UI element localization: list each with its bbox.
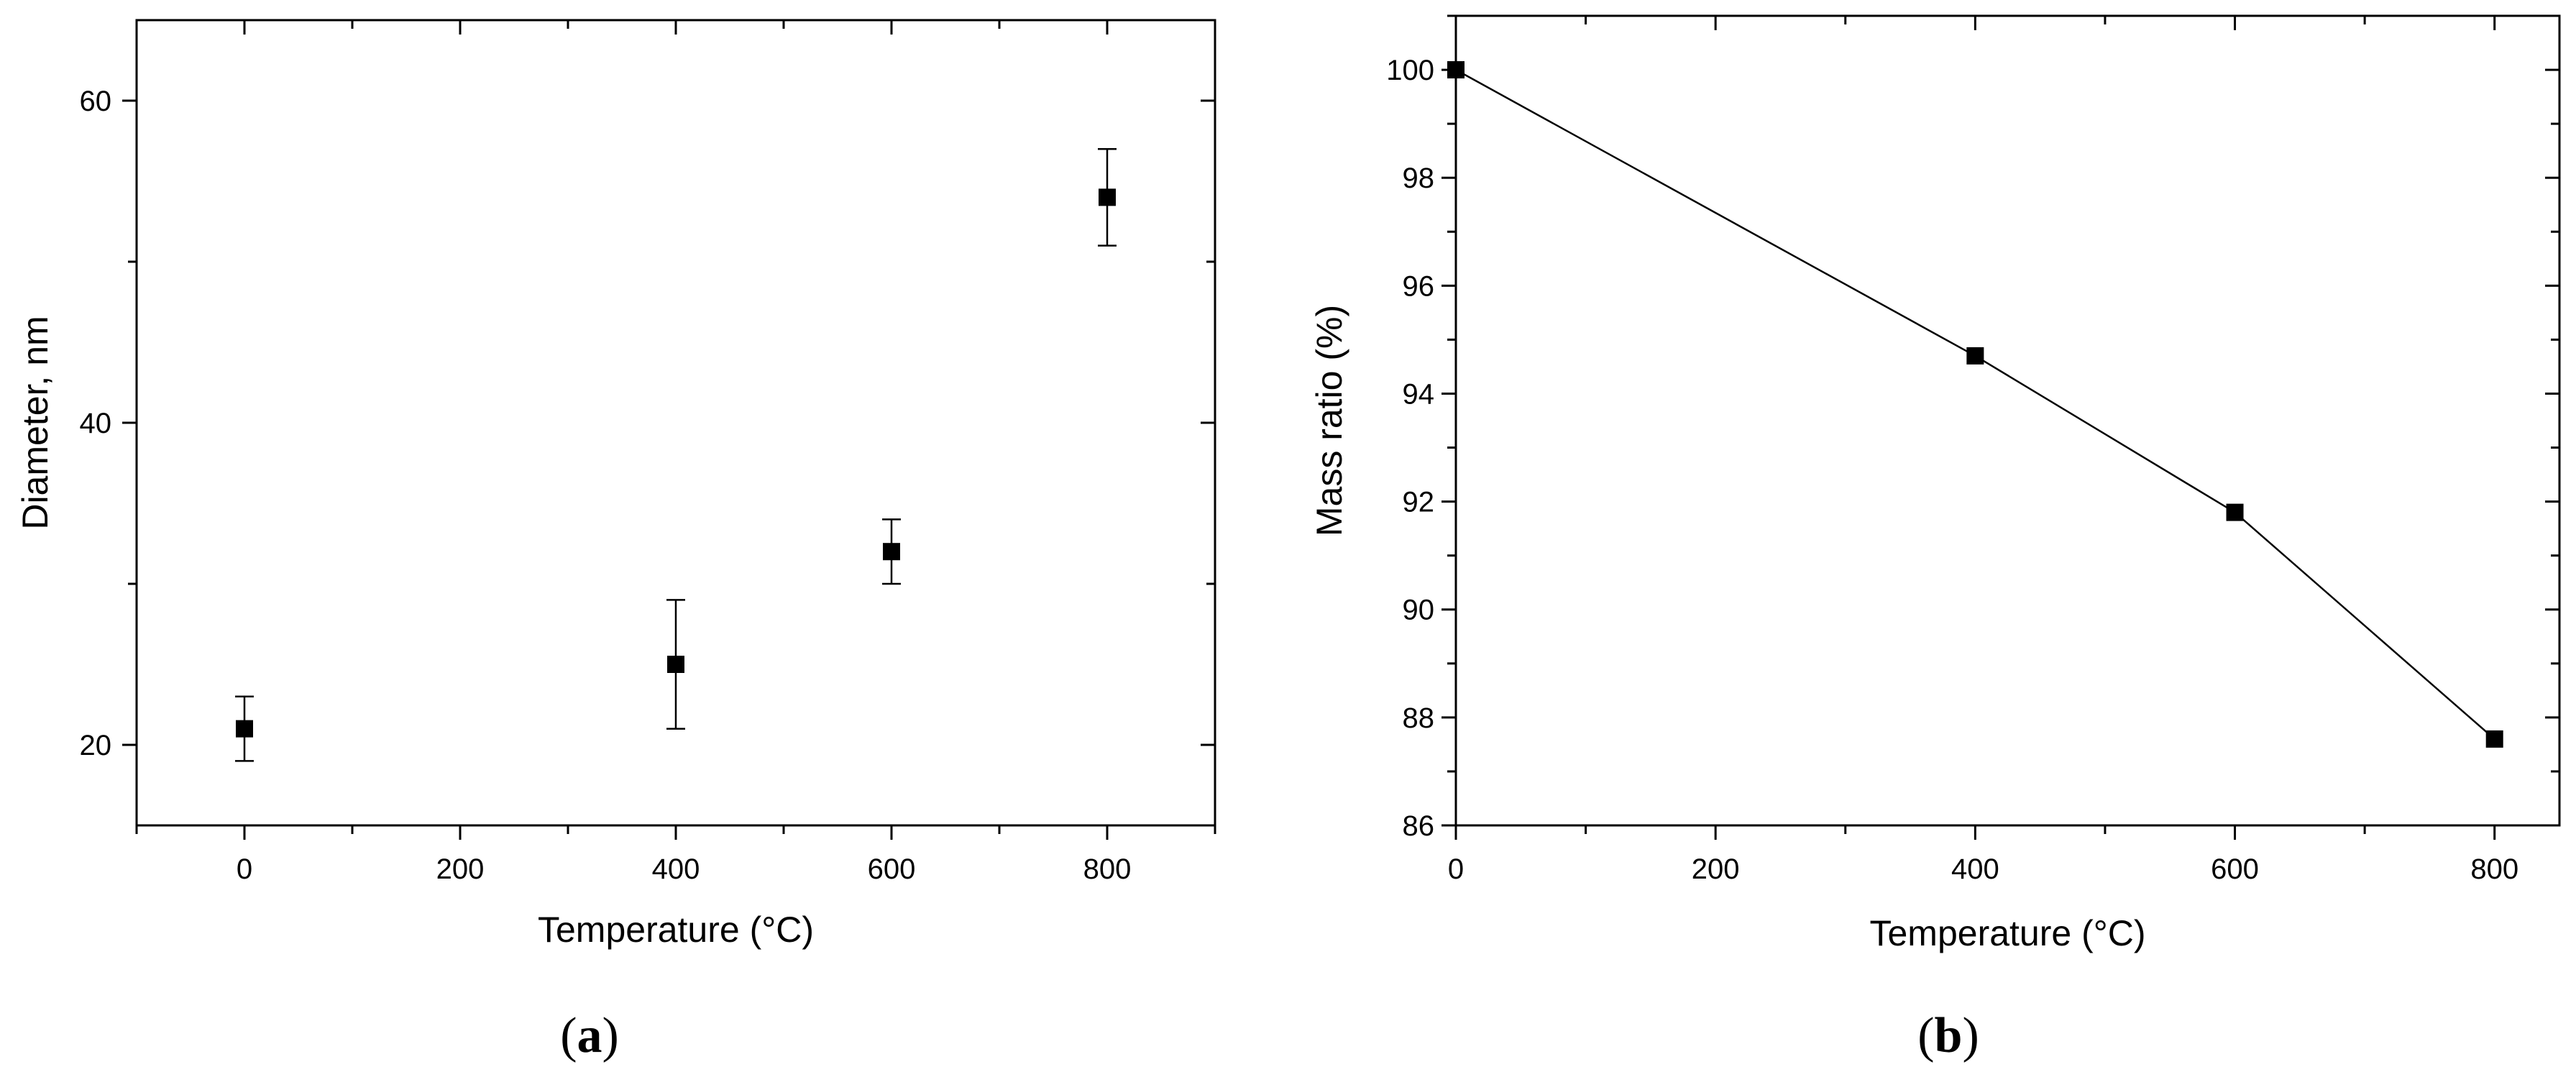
x-tick-label: 0 <box>1448 853 1464 885</box>
x-tick-label: 200 <box>436 853 485 885</box>
data-point <box>1966 347 1984 365</box>
y-axis-title: Mass ratio (%) <box>1309 305 1349 536</box>
data-point <box>2485 730 2503 748</box>
y-tick-label: 20 <box>80 730 112 761</box>
y-tick-label: 90 <box>1403 595 1435 626</box>
chart-panel-a: 0 200 400 600 800 20 40 60 Temperature (°C) Diame… <box>15 19 1216 950</box>
data-point <box>236 720 253 738</box>
y-tick-label: 88 <box>1403 702 1435 734</box>
panel-b-letter: b <box>1935 1008 1963 1063</box>
x-tick-label: 200 <box>1692 853 1740 885</box>
x-axis-title: Temperature (°C) <box>1870 913 2146 953</box>
y-tick-label: 92 <box>1403 487 1435 518</box>
data-point <box>667 656 684 673</box>
panel-a-letter: a <box>577 1008 602 1063</box>
x-tick-label: 600 <box>2211 853 2259 885</box>
data-point <box>2226 503 2244 521</box>
y-tick-label: 96 <box>1403 270 1435 302</box>
panel-a-caption: (a) <box>560 1008 619 1063</box>
y-tick-label: 98 <box>1403 162 1435 194</box>
plot-frame <box>1454 14 2561 827</box>
y-tick-label: 40 <box>80 408 112 439</box>
y-axis-title: Diameter, nm <box>15 316 55 529</box>
y-tick-label: 86 <box>1403 810 1435 842</box>
series-line <box>1455 68 2495 740</box>
x-tick-label: 800 <box>2470 853 2518 885</box>
x-tick-label: 600 <box>868 853 916 885</box>
y-tick-label: 60 <box>80 86 112 117</box>
y-tick-label: 100 <box>1386 55 1434 86</box>
x-tick-label: 800 <box>1083 853 1132 885</box>
data-point <box>1099 188 1116 206</box>
panel-b-caption: (b) <box>1917 1008 1979 1063</box>
y-tick-label: 94 <box>1403 378 1435 410</box>
x-tick-label: 400 <box>652 853 700 885</box>
data-point <box>1447 61 1465 79</box>
chart-panel-b: 0 200 400 600 800 86 88 90 92 94 96 98 100 Temperatur… <box>1309 14 2561 953</box>
x-tick-label: 0 <box>237 853 252 885</box>
x-tick-label: 400 <box>1951 853 1999 885</box>
data-point <box>883 543 900 561</box>
x-axis-title: Temperature (°C) <box>538 910 814 950</box>
